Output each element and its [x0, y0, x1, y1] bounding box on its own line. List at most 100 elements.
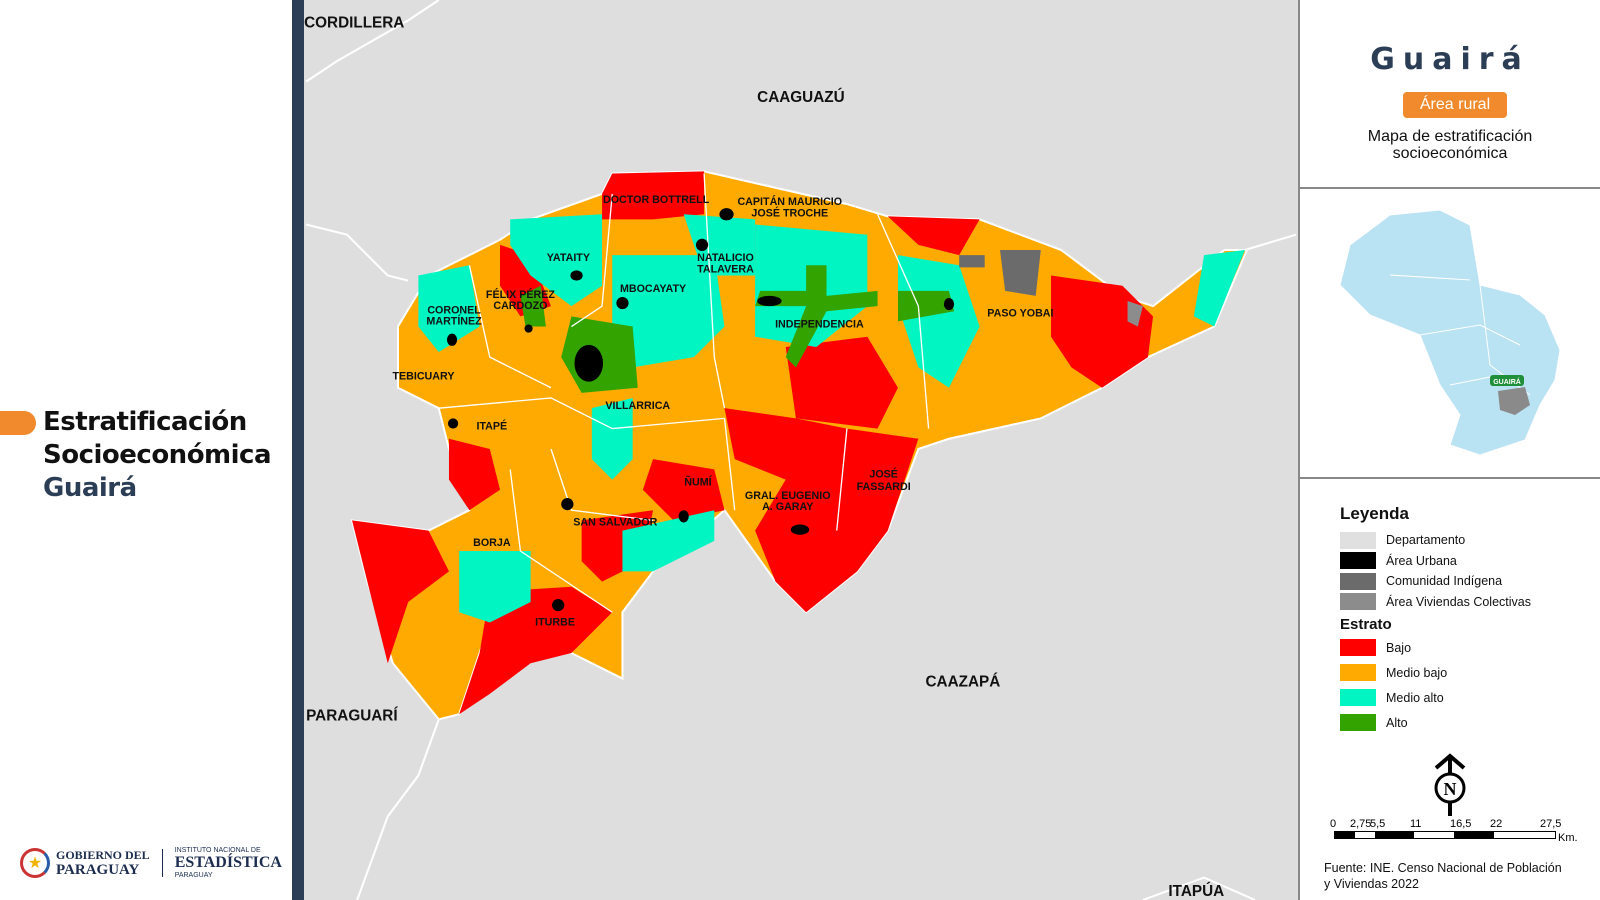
district-label: INDEPENDENCIA	[775, 319, 864, 331]
title-department: Guairá	[43, 473, 137, 503]
scale-tick: 5,5	[1370, 818, 1386, 830]
logo-text: INSTITUTO NACIONAL DE	[174, 847, 261, 854]
area-badge: Área rural	[1403, 92, 1507, 118]
district-label: CARDOZO	[493, 300, 547, 312]
legend-label: Medio bajo	[1386, 665, 1448, 680]
district-label: NATALICIO	[697, 252, 754, 264]
department-borders	[305, 0, 1297, 900]
legend-swatch	[1340, 714, 1376, 731]
north-arrow-icon: N	[1430, 752, 1470, 823]
gobierno-text: GOBIERNO DEL PARAGUAY	[56, 848, 150, 878]
legend-label: Comunidad Indígena	[1386, 574, 1503, 589]
legend-swatch	[1340, 639, 1376, 656]
legend-item: Área Viviendas Colectivas	[1340, 592, 1531, 613]
legend-swatch	[1340, 664, 1376, 681]
urban-areas	[446, 208, 955, 612]
logo-text: PARAGUAY	[56, 862, 140, 878]
district-label: ITURBE	[535, 617, 575, 629]
district-label: MARTÍNEZ	[426, 314, 482, 327]
title-line: Estratificación	[43, 407, 247, 437]
divider-bar	[292, 0, 304, 900]
neighbor-label: CAAZAPÁ	[926, 674, 1001, 691]
district-label: FÉLIX PÉREZ	[486, 288, 555, 301]
district-label: JOSÉ	[869, 468, 898, 481]
legend-swatch	[1340, 572, 1376, 590]
scale-tick: 2,75	[1350, 818, 1372, 830]
legend-label: Área Viviendas Colectivas	[1386, 594, 1531, 609]
legend-item: Alto	[1340, 710, 1531, 735]
legend-swatch	[1340, 531, 1376, 549]
locator-map: GUAIRÁ	[1339, 209, 1561, 456]
neighbor-label: ITAPÚA	[1168, 882, 1224, 900]
district-label: YATAITY	[547, 252, 590, 264]
locator-label: GUAIRÁ	[1493, 377, 1521, 386]
logo-text: ESTADÍSTICA	[174, 854, 282, 871]
legend-label: Alto	[1386, 715, 1408, 730]
strata-regions	[352, 171, 1245, 715]
district-label: VILLARRICA	[605, 400, 670, 412]
left-panel: Estratificación Socioeconómica Guairá ★ …	[0, 0, 292, 900]
source-line: y Viviendas 2022	[1324, 877, 1419, 891]
district-label: TEBICUARY	[392, 371, 454, 383]
district-label: TALAVERA	[697, 263, 754, 275]
legend-item: Medio alto	[1340, 685, 1531, 710]
neighbor-labels: CORDILLERA CAAGUAZÚ PARAGUARÍ CAAZAPÁ IT…	[304, 15, 1224, 900]
north-label: N	[1444, 779, 1457, 799]
district-label: FASSARDI	[857, 481, 911, 493]
legend-item: Medio bajo	[1340, 660, 1531, 685]
legend-item: Área Urbana	[1340, 551, 1531, 572]
legend-title: Leyenda	[1340, 504, 1409, 523]
district-label: BORJA	[473, 537, 511, 549]
district-label: MBOCAYATY	[620, 283, 686, 295]
logo-divider	[161, 849, 163, 877]
legend-swatch	[1340, 689, 1376, 706]
legend-item: Departamento	[1340, 530, 1531, 551]
gobierno-ine-logo: ★ GOBIERNO DEL PARAGUAY INSTITUTO NACIONA…	[20, 846, 282, 880]
subtitle-line: socioeconómica	[1392, 145, 1508, 162]
legend-label: Bajo	[1386, 640, 1412, 655]
scale-tick: 27,5	[1540, 818, 1562, 830]
scale-tick: 11	[1410, 818, 1422, 830]
department-title: Guairá	[1370, 42, 1530, 77]
district-label: CORONEL	[427, 304, 481, 316]
scale-tick: 0	[1330, 818, 1337, 830]
district-label: JOSÉ TROCHE	[751, 206, 828, 219]
legend: Leyenda Departamento Área Urbana Comunidad…	[1340, 504, 1531, 735]
district-borders	[438, 173, 930, 613]
right-panel: Guairá Área rural Mapa de estratificació…	[1298, 0, 1600, 900]
scale-tick: 22	[1490, 818, 1503, 830]
guaira-highlight	[1498, 387, 1530, 415]
accent-tab	[0, 411, 36, 435]
district-label: ITAPÉ	[476, 420, 507, 433]
source-line: Fuente: INE. Censo Nacional de Población	[1324, 861, 1562, 875]
district-label: A. GARAY	[762, 501, 813, 513]
ine-text: INSTITUTO NACIONAL DE ESTADÍSTICA PARAGUAY	[175, 846, 282, 880]
logo-text: GOBIERNO DEL	[56, 848, 150, 862]
legend-swatch	[1340, 593, 1376, 611]
page-title: Estratificación Socioeconómica Guairá	[43, 406, 272, 505]
district-label: SAN SALVADOR	[573, 517, 657, 529]
scale-tick: 16,5	[1450, 818, 1472, 830]
neighbor-label: PARAGUARÍ	[306, 707, 398, 724]
divider	[1300, 477, 1600, 479]
district-label: PASO YOBAI	[987, 307, 1053, 319]
legend-label: Departamento	[1386, 533, 1466, 548]
district-label: DOCTOR BOTTRELL	[603, 194, 710, 206]
district-label: GRAL. EUGENIO	[745, 490, 831, 502]
logo-text: PARAGUAY	[174, 872, 213, 879]
legend-item: Bajo	[1340, 635, 1531, 660]
district-label: ÑUMÍ	[684, 476, 712, 489]
neighbor-label: CAAGUAZÚ	[757, 88, 845, 106]
scale-unit: Km.	[1558, 832, 1578, 844]
subtitle-line: Mapa de estratificación	[1367, 128, 1533, 145]
source-note: Fuente: INE. Censo Nacional de Población…	[1324, 860, 1562, 892]
district-label: CAPITÁN MAURICIO	[737, 195, 842, 208]
legend-swatch	[1340, 552, 1376, 570]
title-line: Socioeconómica	[43, 440, 272, 470]
divider	[1300, 187, 1600, 189]
map-subtitle: Mapa de estratificación socioeconómica	[1300, 128, 1600, 162]
district-labels: DOCTOR BOTTRELL CAPITÁN MAURICIO JOSÉ TR…	[392, 194, 1053, 628]
legend-label: Medio alto	[1386, 690, 1444, 705]
scale-bar: 0 2,75 5,5 11 16,5 22 27,5 Km.	[1330, 818, 1580, 844]
